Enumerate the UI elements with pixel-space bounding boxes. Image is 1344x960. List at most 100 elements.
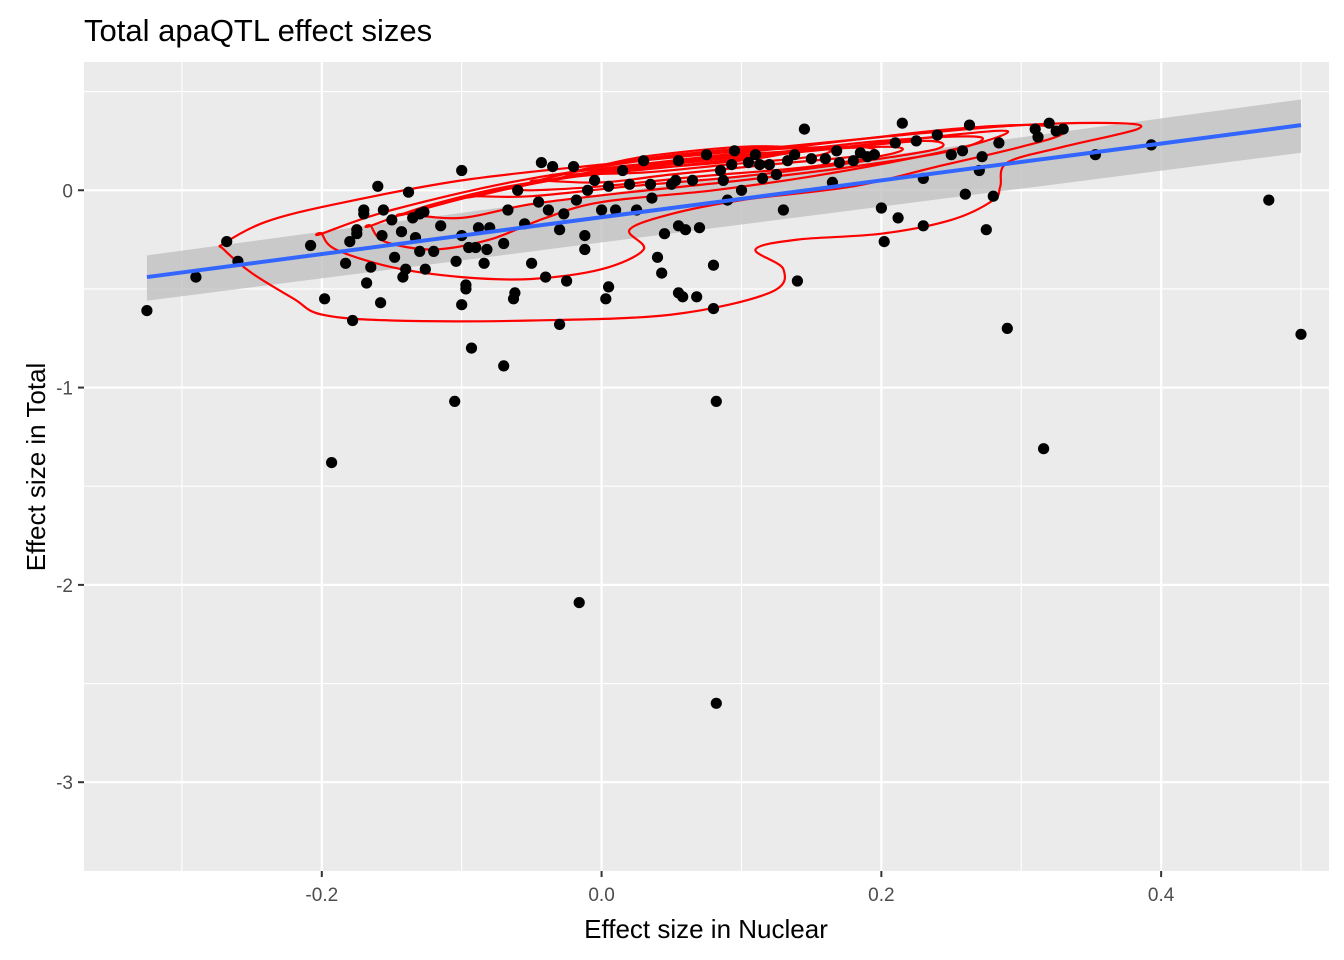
data-point [679,224,692,236]
chart-title: Total apaQTL effect sizes [84,13,432,48]
data-point [395,226,408,238]
data-point [347,314,359,327]
data-point [831,145,843,157]
data-point [561,275,573,287]
data-point [624,178,636,190]
data-point [1043,117,1055,129]
data-point [1295,328,1307,340]
data-point [372,180,384,192]
x-axis-ticks: -0.2 0.0 0.2 0.4 [305,871,1175,906]
data-point [707,303,720,315]
data-points [141,117,1307,709]
data-point [603,281,615,293]
data-point [691,291,703,303]
data-point [344,236,356,248]
data-point [465,342,478,354]
data-point [1038,443,1050,455]
data-point [798,123,811,135]
data-point [956,145,969,157]
data-point [656,267,668,279]
data-point [777,204,790,216]
data-point [993,137,1005,149]
data-point [756,172,769,184]
data-point [481,243,493,256]
data-point [976,151,988,163]
data-point [749,149,762,161]
data-point [670,174,682,186]
data-point [478,257,490,269]
y-tick-label: -3 [56,773,73,794]
data-point [707,259,720,271]
data-point [693,222,706,234]
y-tick-label: -1 [56,379,73,400]
data-point [418,206,430,218]
data-point [365,261,377,273]
data-point [651,251,664,263]
data-point [582,184,594,196]
data-point [819,153,832,165]
data-point [589,174,601,186]
data-point [375,297,387,309]
data-point [419,263,431,275]
data-point [754,159,766,171]
data-point [573,597,585,609]
x-tick-label: 0.4 [1148,885,1175,906]
data-point [319,293,331,305]
data-point [892,212,904,224]
data-point [735,184,748,196]
data-point [512,184,524,196]
data-point [502,204,514,216]
data-point [1057,123,1069,135]
data-point [450,255,462,267]
data-point [377,204,389,216]
data-point [789,149,801,161]
data-point [714,164,727,177]
data-point [456,164,468,177]
data-point [361,277,373,289]
regression-line-group [146,123,1302,280]
data-point [805,153,818,165]
data-point [400,263,412,275]
data-point [717,174,729,186]
data-point [351,228,363,240]
data-point [763,159,776,171]
data-point [910,135,922,147]
x-axis-title: Effect size in Nuclear [584,914,828,944]
data-point [554,318,566,330]
data-point [460,283,472,295]
data-point [791,275,804,287]
data-point [875,202,888,214]
data-point [554,224,566,236]
data-point [833,157,846,169]
data-point [305,239,317,252]
data-point [878,236,890,248]
data-point [1032,131,1044,143]
y-tick-label: -2 [56,576,73,597]
data-point [596,204,608,216]
data-point [579,243,591,256]
data-point [742,157,755,169]
data-point [509,287,521,299]
data-point [889,137,901,149]
data-point [326,457,338,469]
data-point [700,149,713,161]
data-point [414,245,426,257]
data-point [896,117,908,129]
regression-line [146,123,1302,280]
data-point [570,194,583,206]
y-axis-title: Effect size in Total [21,363,51,572]
data-point [533,196,545,208]
data-point [472,222,485,234]
data-point [221,236,233,248]
data-point [498,360,510,372]
data-point [963,119,976,131]
data-point [710,697,722,709]
y-tick-label: 0 [62,181,73,202]
data-point [141,305,153,317]
data-point [376,230,388,242]
data-point [868,149,881,161]
data-point [917,220,929,232]
x-tick-label: 0.0 [588,885,614,906]
data-point [358,208,370,220]
